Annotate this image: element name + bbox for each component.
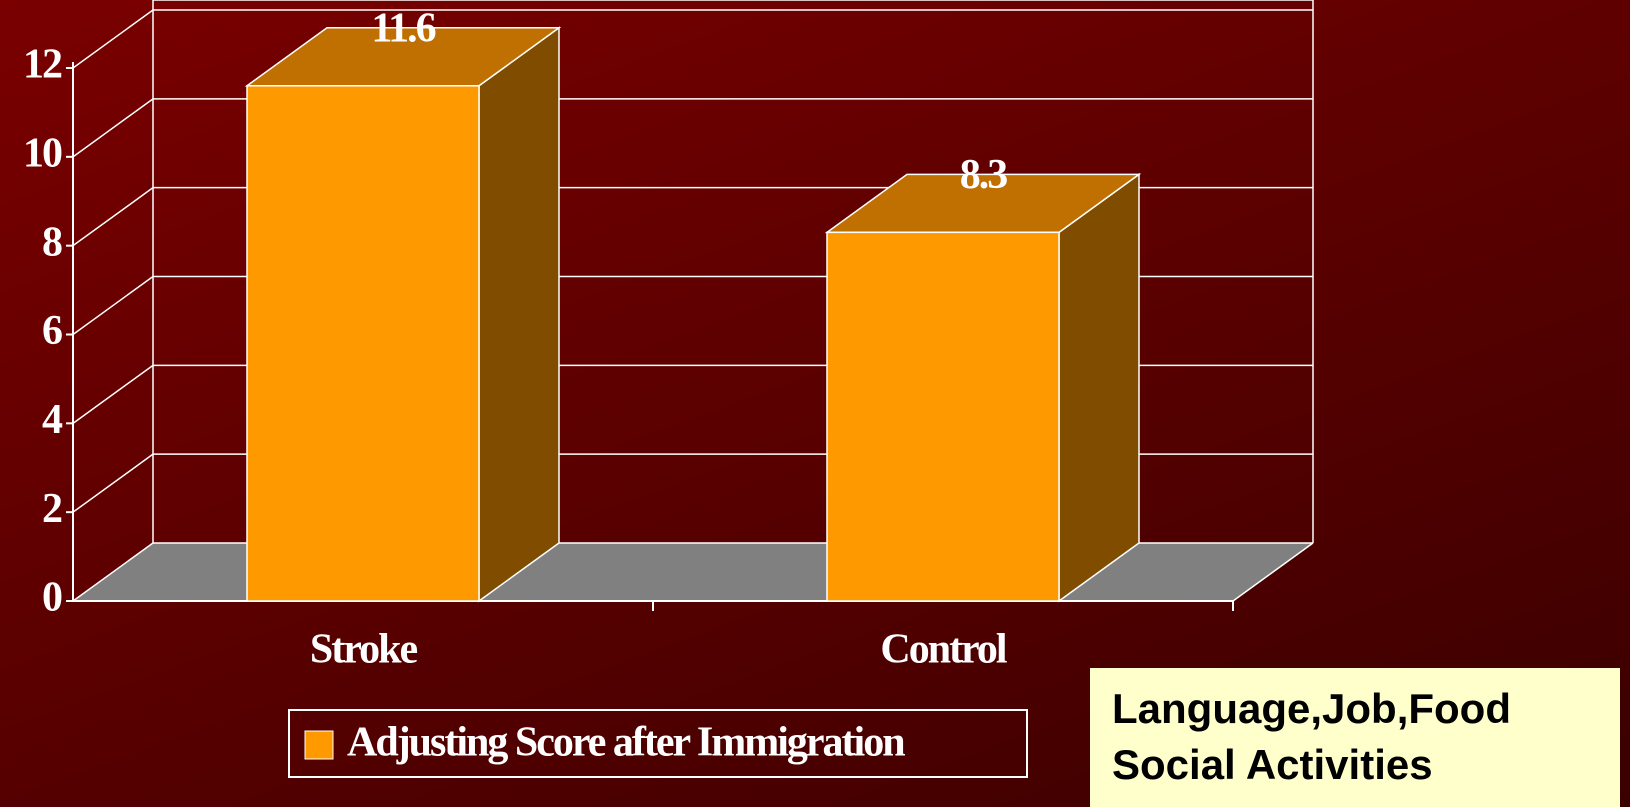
grid-line [72, 453, 154, 513]
data-label: 11.6 [371, 5, 435, 51]
bar [244, 26, 562, 603]
bar-front [246, 85, 480, 602]
bar-side [1058, 172, 1140, 603]
floor-edge [1232, 542, 1314, 602]
bar-front [826, 231, 1060, 602]
data-label: 8.3 [960, 152, 1008, 198]
legend-swatch [304, 730, 334, 760]
annotation-line: Language,Job,Food [1112, 685, 1511, 732]
y-tick-label: 10 [23, 130, 62, 176]
grid-line [72, 187, 154, 247]
grid-line [72, 9, 154, 69]
bar-side [478, 26, 560, 603]
grid-line [72, 542, 154, 602]
grid-line [72, 364, 154, 424]
legend-box [288, 709, 1028, 778]
legend-label: Adjusting Score after Immigration [347, 720, 905, 766]
annotation-box [1090, 668, 1620, 807]
y-tick-label: 12 [23, 42, 62, 88]
grid-line [72, 275, 154, 336]
y-tick-label: 0 [42, 575, 62, 621]
x-tick-label: Control [880, 627, 1007, 673]
grid-line [72, 98, 154, 158]
back-wall [152, 0, 1314, 543]
y-tick-label: 4 [42, 397, 63, 443]
y-tick-label: 2 [42, 486, 62, 532]
y-tick-label: 8 [42, 219, 62, 265]
annotation-line: Social Activities [1112, 741, 1433, 788]
x-tick-label: Stroke [310, 627, 418, 673]
bar [824, 172, 1142, 603]
y-tick-label: 6 [42, 308, 62, 354]
